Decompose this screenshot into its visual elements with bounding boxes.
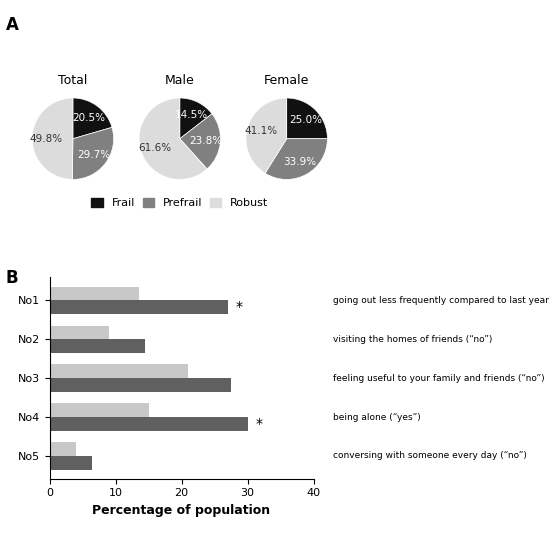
Bar: [50, 339, 145, 353]
Text: 14.5%: 14.5%: [175, 110, 208, 120]
Bar: [50, 442, 76, 456]
Bar: [50, 417, 248, 431]
Wedge shape: [73, 127, 114, 180]
Bar: [50, 325, 109, 339]
Wedge shape: [265, 139, 327, 180]
Text: 61.6%: 61.6%: [139, 143, 172, 153]
Legend: Male, Female: Male, Female: [55, 541, 204, 544]
Title: Female: Female: [264, 73, 310, 86]
Wedge shape: [73, 98, 112, 139]
Text: feeling useful to your family and friends (“no”): feeling useful to your family and friend…: [333, 374, 545, 382]
Wedge shape: [180, 98, 212, 139]
Wedge shape: [287, 98, 327, 139]
Text: *: *: [235, 300, 243, 314]
Bar: [50, 404, 148, 417]
Text: B: B: [6, 269, 18, 287]
Text: visiting the homes of friends (“no”): visiting the homes of friends (“no”): [333, 335, 493, 344]
Text: 23.8%: 23.8%: [190, 136, 223, 146]
Text: A: A: [6, 16, 18, 34]
Bar: [50, 364, 188, 378]
Text: 29.7%: 29.7%: [78, 150, 111, 160]
Wedge shape: [246, 98, 287, 173]
Bar: [50, 456, 92, 469]
Legend: Frail, Prefrail, Robust: Frail, Prefrail, Robust: [87, 194, 273, 213]
Wedge shape: [32, 98, 73, 180]
Title: Male: Male: [165, 73, 195, 86]
Text: conversing with someone every day (“no”): conversing with someone every day (“no”): [333, 452, 527, 460]
Text: 49.8%: 49.8%: [30, 134, 63, 144]
Text: 41.1%: 41.1%: [245, 126, 278, 137]
Text: 25.0%: 25.0%: [289, 115, 322, 125]
Wedge shape: [139, 98, 207, 180]
Bar: [50, 287, 139, 300]
Title: Total: Total: [58, 73, 87, 86]
Bar: [50, 300, 228, 314]
Wedge shape: [180, 114, 221, 169]
X-axis label: Percentage of population: Percentage of population: [92, 504, 271, 517]
Bar: [50, 378, 231, 392]
Text: 20.5%: 20.5%: [72, 113, 105, 122]
Text: *: *: [255, 417, 262, 431]
Text: being alone (“yes”): being alone (“yes”): [333, 412, 421, 422]
Text: 33.9%: 33.9%: [283, 157, 316, 167]
Text: going out less frequently compared to last year (“yes”): going out less frequently compared to la…: [333, 296, 550, 305]
